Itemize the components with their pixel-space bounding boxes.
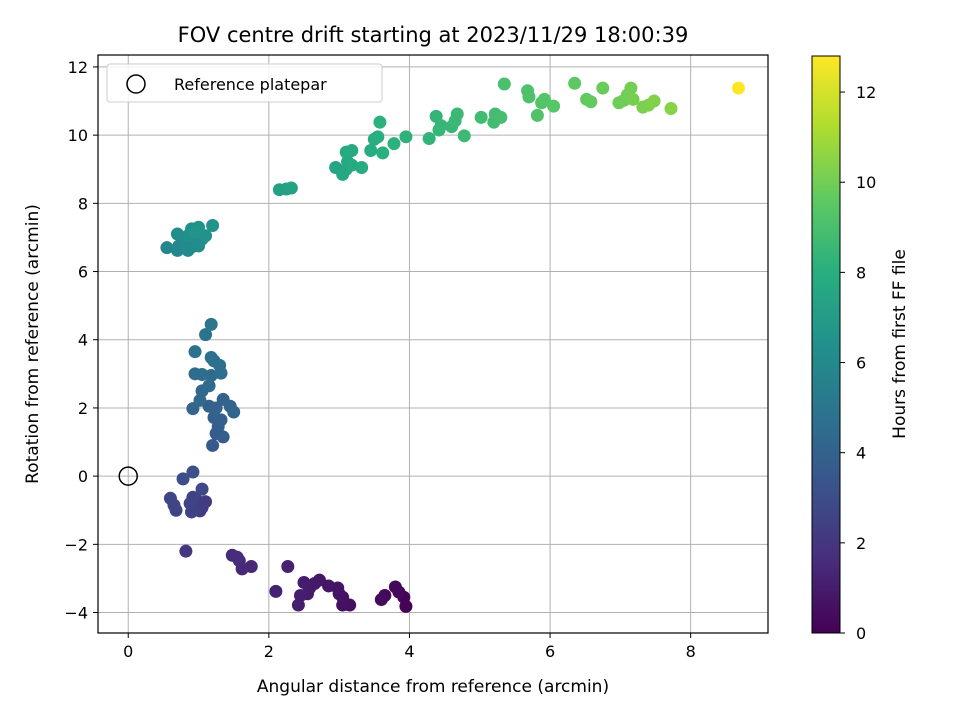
data-point	[373, 115, 387, 129]
data-point	[281, 560, 295, 574]
data-point	[596, 81, 610, 95]
x-axis-ticks: 0 2 4 6 8	[123, 633, 696, 661]
colorbar-tick-label: 6	[856, 354, 866, 373]
x-axis-label: Angular distance from reference (arcmin)	[257, 677, 609, 697]
data-point	[199, 229, 213, 243]
y-axis-ticks: −4 −2 0 2 4 6 8 10 12	[64, 58, 98, 623]
data-point	[387, 137, 401, 151]
data-point	[160, 241, 174, 255]
data-point	[291, 598, 305, 612]
data-point	[355, 161, 369, 175]
colorbar-tick-label: 10	[856, 173, 876, 192]
legend-label: Reference platepar	[174, 75, 327, 94]
data-point	[227, 405, 241, 419]
data-point	[188, 225, 202, 239]
data-point	[434, 119, 448, 133]
data-point	[216, 430, 230, 444]
data-point	[374, 593, 388, 607]
data-point	[664, 102, 678, 116]
data-point	[450, 107, 464, 121]
x-tick-label: 2	[264, 642, 274, 661]
colorbar-label: Hours from first FF file	[890, 249, 910, 439]
x-tick-label: 8	[686, 642, 696, 661]
data-points	[160, 76, 745, 613]
x-tick-label: 0	[123, 642, 133, 661]
y-tick-label: 12	[68, 58, 88, 77]
data-point	[494, 110, 508, 124]
chart-title: FOV centre drift starting at 2023/11/29 …	[178, 23, 689, 47]
data-point	[371, 130, 385, 144]
data-point	[422, 132, 436, 146]
data-point	[183, 496, 197, 510]
data-point	[206, 438, 220, 452]
data-point	[731, 81, 745, 95]
data-point	[584, 95, 598, 109]
colorbar-tick-label: 0	[856, 624, 866, 643]
x-tick-label: 6	[545, 642, 555, 661]
data-point	[474, 110, 488, 124]
y-axis-label: Rotation from reference (arcmin)	[23, 204, 43, 484]
data-point	[345, 143, 359, 157]
data-point	[497, 77, 511, 91]
data-point	[647, 94, 661, 108]
data-point	[206, 219, 220, 233]
data-point	[179, 544, 193, 558]
colorbar-ticks: 0 2 4 6 8 10 12	[840, 83, 876, 643]
data-point	[188, 345, 202, 359]
data-point	[202, 379, 216, 393]
data-point	[457, 129, 471, 143]
data-point	[195, 482, 209, 496]
y-tick-label: 4	[78, 331, 88, 350]
data-point	[297, 576, 311, 590]
data-point	[364, 143, 378, 157]
y-tick-label: 6	[78, 263, 88, 282]
y-tick-label: 2	[78, 399, 88, 418]
data-point	[269, 584, 283, 598]
reference-point-marker	[118, 466, 138, 486]
data-point	[626, 92, 640, 106]
y-tick-label: 0	[78, 467, 88, 486]
y-tick-label: −4	[64, 604, 88, 623]
data-point	[376, 146, 390, 160]
data-point	[163, 491, 177, 505]
legend-marker-icon	[126, 74, 146, 94]
legend-box	[106, 63, 383, 103]
data-point	[204, 317, 218, 331]
data-point	[186, 465, 200, 479]
plot-area-frame	[97, 54, 769, 634]
data-point	[399, 130, 413, 144]
data-point	[522, 90, 536, 104]
data-point	[568, 76, 582, 90]
data-point	[537, 92, 551, 106]
x-tick-label: 4	[404, 642, 414, 661]
colorbar-tick-label: 8	[856, 263, 866, 282]
data-point	[195, 368, 209, 382]
colorbar-gradient	[811, 55, 841, 634]
data-point	[176, 472, 190, 486]
legend: Reference platepar	[106, 63, 383, 103]
colorbar-tick-label: 12	[856, 83, 876, 102]
data-point	[204, 350, 218, 364]
data-point	[624, 81, 638, 95]
data-point	[284, 181, 298, 195]
colorbar-tick-label: 4	[856, 444, 866, 463]
data-point	[170, 227, 184, 241]
data-point	[388, 580, 402, 594]
data-point	[199, 328, 213, 342]
colorbar-tick-label: 2	[856, 534, 866, 553]
data-point	[547, 99, 561, 113]
y-tick-label: 10	[68, 126, 88, 145]
data-point	[230, 550, 244, 564]
data-point	[345, 158, 359, 172]
y-tick-label: 8	[78, 194, 88, 213]
data-point	[530, 108, 544, 122]
y-tick-label: −2	[64, 535, 88, 554]
colorbar: 0 2 4 6 8 10 12 Hours from first FF file	[811, 55, 910, 643]
